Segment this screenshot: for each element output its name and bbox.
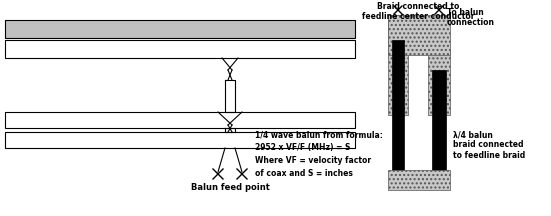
Bar <box>5 40 355 58</box>
Text: 1/4 wave balun from formula:: 1/4 wave balun from formula: <box>255 130 383 139</box>
Bar <box>5 20 355 38</box>
Bar <box>5 112 355 128</box>
Bar <box>388 15 408 115</box>
Text: Balun feed point: Balun feed point <box>191 183 269 192</box>
Bar <box>388 170 450 190</box>
Bar <box>432 70 446 185</box>
Text: λ/4 balun
braid connected
to feedline braid: λ/4 balun braid connected to feedline br… <box>453 130 525 160</box>
Text: Where VF = velocity factor: Where VF = velocity factor <box>255 156 371 165</box>
Text: Braid connected to
feedline center conductor: Braid connected to feedline center condu… <box>362 2 475 21</box>
Bar <box>392 40 404 185</box>
Bar <box>5 132 355 148</box>
Bar <box>428 50 450 115</box>
Text: To balun
connection: To balun connection <box>447 8 495 27</box>
Text: of coax and S = inches: of coax and S = inches <box>255 169 353 178</box>
Text: 2952 x VF/F (MHz) = S: 2952 x VF/F (MHz) = S <box>255 143 350 152</box>
Bar <box>388 15 450 55</box>
